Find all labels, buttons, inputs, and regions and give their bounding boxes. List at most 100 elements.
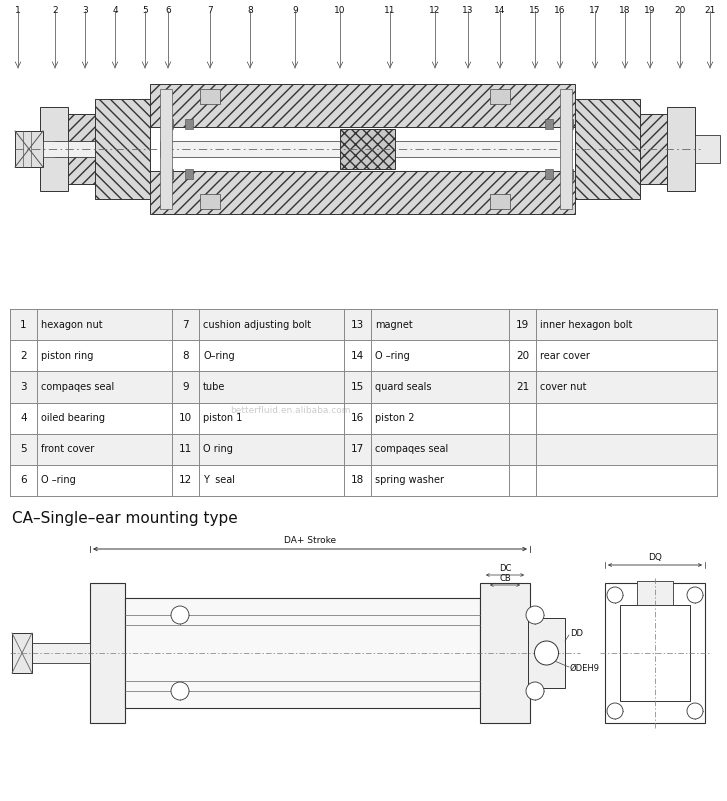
Text: CA–Single–ear mounting type: CA–Single–ear mounting type: [12, 511, 238, 526]
Bar: [10, 465, 717, 496]
Bar: [565, 169, 573, 179]
Text: 15: 15: [351, 382, 364, 392]
Bar: [10, 309, 717, 340]
Bar: [640, 114, 670, 184]
Bar: [55, 141, 95, 157]
Text: 16: 16: [351, 413, 364, 423]
Text: 20: 20: [516, 351, 529, 360]
Text: 19: 19: [516, 320, 529, 329]
Text: 14: 14: [494, 6, 506, 15]
Bar: [160, 89, 172, 209]
Bar: [637, 581, 673, 605]
Text: 7: 7: [207, 6, 213, 15]
Text: inner hexagon bolt: inner hexagon bolt: [540, 320, 632, 329]
Bar: [605, 583, 705, 723]
Bar: [150, 171, 575, 214]
Bar: [185, 119, 193, 129]
Circle shape: [687, 587, 703, 603]
Text: CB: CB: [499, 574, 511, 583]
Text: Y  seal: Y seal: [203, 476, 235, 485]
Text: 3: 3: [20, 382, 27, 392]
Bar: [200, 89, 220, 104]
Text: O–ring: O–ring: [203, 351, 235, 360]
Bar: [125, 598, 480, 708]
Text: 10: 10: [334, 6, 346, 15]
Text: 2: 2: [52, 6, 58, 15]
Text: DA+ Stroke: DA+ Stroke: [284, 536, 336, 545]
Bar: [150, 84, 575, 127]
Bar: [43, 141, 68, 157]
Bar: [165, 119, 173, 129]
Circle shape: [607, 703, 623, 719]
Text: piston 2: piston 2: [375, 413, 414, 423]
Text: ØDEH9: ØDEH9: [570, 663, 600, 673]
Circle shape: [534, 641, 558, 665]
Circle shape: [171, 606, 189, 624]
Bar: [695, 135, 720, 163]
Bar: [200, 194, 220, 209]
Text: 18: 18: [351, 476, 364, 485]
Text: oiled bearing: oiled bearing: [41, 413, 105, 423]
Text: 6: 6: [20, 476, 27, 485]
Text: 3: 3: [82, 6, 88, 15]
Text: 18: 18: [619, 6, 631, 15]
Text: 1: 1: [20, 320, 27, 329]
Bar: [480, 583, 530, 723]
Text: 11: 11: [385, 6, 395, 15]
Text: O ring: O ring: [203, 445, 233, 454]
Text: compaqes seal: compaqes seal: [41, 382, 114, 392]
Text: 17: 17: [590, 6, 601, 15]
Bar: [95, 99, 150, 199]
Text: 13: 13: [351, 320, 364, 329]
Text: 11: 11: [179, 445, 192, 454]
Text: betterfluid.en.alibaba.com: betterfluid.en.alibaba.com: [230, 406, 350, 415]
Bar: [667, 107, 695, 191]
Circle shape: [526, 606, 544, 624]
Text: 4: 4: [112, 6, 118, 15]
Bar: [340, 129, 395, 169]
Bar: [10, 372, 717, 402]
Bar: [528, 618, 565, 688]
Bar: [10, 340, 717, 372]
Text: 12: 12: [430, 6, 441, 15]
Text: spring washer: spring washer: [375, 476, 444, 485]
Circle shape: [171, 682, 189, 700]
Text: 1: 1: [15, 6, 21, 15]
Bar: [90, 583, 125, 723]
Bar: [12, 633, 32, 673]
Bar: [15, 131, 43, 167]
Text: rear cover: rear cover: [540, 351, 590, 360]
Text: DQ: DQ: [648, 553, 662, 562]
Text: 5: 5: [20, 445, 27, 454]
Text: 5: 5: [142, 6, 148, 15]
Text: 13: 13: [462, 6, 474, 15]
Bar: [490, 89, 510, 104]
Text: 20: 20: [675, 6, 686, 15]
Bar: [620, 605, 690, 701]
Text: cushion adjusting bolt: cushion adjusting bolt: [203, 320, 311, 329]
Bar: [565, 119, 573, 129]
Text: 17: 17: [351, 445, 364, 454]
Text: 21: 21: [704, 6, 715, 15]
Circle shape: [526, 682, 544, 700]
Circle shape: [607, 587, 623, 603]
Text: 4: 4: [20, 413, 27, 423]
Text: 2: 2: [20, 351, 27, 360]
Bar: [185, 169, 193, 179]
Text: 6: 6: [165, 6, 171, 15]
Bar: [40, 107, 68, 191]
Text: 8: 8: [247, 6, 253, 15]
Text: DD: DD: [570, 629, 583, 638]
Text: 8: 8: [182, 351, 189, 360]
Text: 10: 10: [179, 413, 192, 423]
Text: 15: 15: [529, 6, 541, 15]
Bar: [545, 169, 553, 179]
Circle shape: [687, 703, 703, 719]
Text: tube: tube: [203, 382, 225, 392]
Bar: [10, 433, 717, 465]
Bar: [560, 89, 572, 209]
Text: cover nut: cover nut: [540, 382, 587, 392]
Text: O –ring: O –ring: [375, 351, 410, 360]
Text: hexagon nut: hexagon nut: [41, 320, 103, 329]
Text: 7: 7: [182, 320, 189, 329]
